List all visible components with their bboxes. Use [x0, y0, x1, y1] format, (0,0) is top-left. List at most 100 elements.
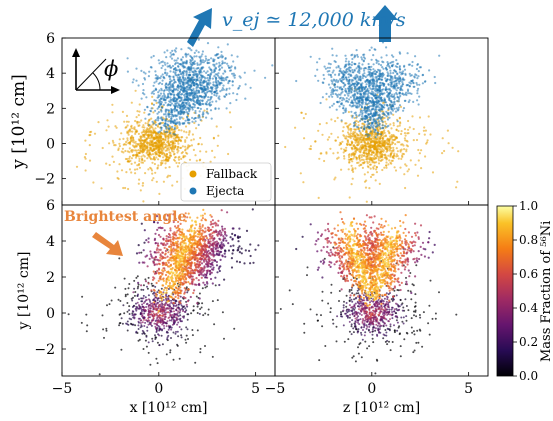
ejecta-point: [394, 75, 396, 77]
ejecta-point: [187, 67, 189, 69]
fallback-point: [179, 310, 181, 312]
fallback-point: [137, 287, 139, 289]
ejecta-point: [187, 122, 189, 124]
ejecta-point: [343, 105, 345, 107]
fallback-point: [138, 160, 140, 162]
ejecta-point: [361, 119, 363, 121]
ejecta-point: [338, 66, 340, 68]
ejecta-point: [179, 113, 181, 115]
ejecta-point: [394, 80, 396, 82]
ejecta-point: [361, 63, 363, 65]
ejecta-point: [173, 115, 175, 117]
ejecta-point: [174, 107, 176, 109]
ejecta-point: [218, 98, 220, 100]
ejecta-point: [388, 92, 390, 94]
fallback-point: [423, 130, 425, 132]
ejecta-point: [347, 71, 349, 73]
fallback-point: [125, 171, 127, 173]
fallback-point: [370, 149, 372, 151]
fallback-point: [305, 113, 307, 115]
ejecta-point: [215, 79, 217, 81]
ejecta-point: [177, 57, 179, 59]
fallback-point: [367, 171, 369, 173]
ejecta-point: [200, 82, 202, 84]
fallback-point: [130, 171, 132, 173]
ejecta-point: [170, 66, 172, 68]
ejecta-point: [387, 118, 389, 120]
velocity-annotation: v_ej ≃ 12,000 km/s: [187, 5, 406, 47]
fallback-point: [174, 146, 176, 148]
fallback-point: [173, 304, 175, 306]
fallback-point: [401, 149, 403, 151]
ejecta-point: [163, 76, 165, 78]
ejecta-point: [373, 112, 375, 114]
fallback-point: [111, 156, 113, 158]
fallback-point: [155, 358, 157, 360]
ejecta-point: [133, 78, 135, 80]
fallback-point: [125, 127, 127, 129]
fallback-point: [395, 169, 397, 171]
fallback-point: [351, 165, 353, 167]
ejecta-point: [341, 88, 343, 90]
fallback-point: [120, 349, 122, 351]
fallback-point: [351, 160, 353, 162]
fallback-point: [199, 308, 201, 310]
ejecta-point: [354, 99, 356, 101]
fallback-point: [159, 155, 161, 157]
ejecta-point: [337, 101, 339, 103]
fallback-point: [169, 152, 171, 154]
ejecta-point: [198, 124, 200, 126]
fallback-point: [213, 323, 215, 325]
fallback-point: [376, 127, 378, 129]
ejecta-point: [354, 90, 356, 92]
fallback-point: [134, 295, 136, 297]
ejecta-point: [162, 65, 164, 67]
ejecta-point: [234, 77, 236, 79]
fallback-point: [318, 158, 320, 160]
fallback-point: [130, 137, 132, 139]
fallback-point: [151, 141, 153, 143]
fallback-point: [159, 344, 161, 346]
ejecta-point: [135, 68, 137, 70]
fallback-point: [145, 122, 147, 124]
fallback-point: [152, 128, 154, 130]
ejecta-point: [210, 109, 212, 111]
ejecta-point: [169, 83, 171, 85]
ejecta-point: [151, 107, 153, 109]
fallback-point: [146, 346, 148, 348]
fallback-point: [404, 137, 406, 139]
ejecta-point: [140, 70, 142, 72]
ejecta-point: [359, 90, 361, 92]
fallback-point: [122, 148, 124, 150]
fallback-point: [128, 158, 130, 160]
fallback-point: [166, 320, 168, 322]
ejecta-point: [333, 70, 335, 72]
ejecta-point: [199, 116, 201, 118]
fallback-point: [156, 102, 158, 104]
fallback-point: [348, 154, 350, 156]
fallback-point: [204, 345, 206, 347]
ejecta-point: [218, 57, 220, 59]
ejecta-point: [386, 126, 388, 128]
fallback-point: [127, 188, 129, 190]
ejecta-point: [176, 98, 178, 100]
ejecta-point: [363, 95, 365, 97]
ejecta-point: [356, 98, 358, 100]
ejecta-point: [374, 85, 376, 87]
fallback-point: [389, 143, 391, 145]
ejecta-point: [348, 98, 350, 100]
fallback-point: [383, 135, 385, 137]
fallback-point: [159, 319, 161, 321]
ejecta-point: [353, 122, 355, 124]
fallback-point: [196, 296, 198, 298]
ejecta-point: [341, 99, 343, 101]
ejecta-point: [295, 80, 297, 82]
ejecta-point: [222, 77, 224, 79]
fallback-point: [190, 312, 192, 314]
ejecta-point: [399, 92, 401, 94]
ejecta-point: [339, 78, 341, 80]
fallback-point: [327, 139, 329, 141]
fallback-point: [143, 295, 145, 297]
ejecta-point: [209, 101, 211, 103]
fallback-point: [366, 139, 368, 141]
